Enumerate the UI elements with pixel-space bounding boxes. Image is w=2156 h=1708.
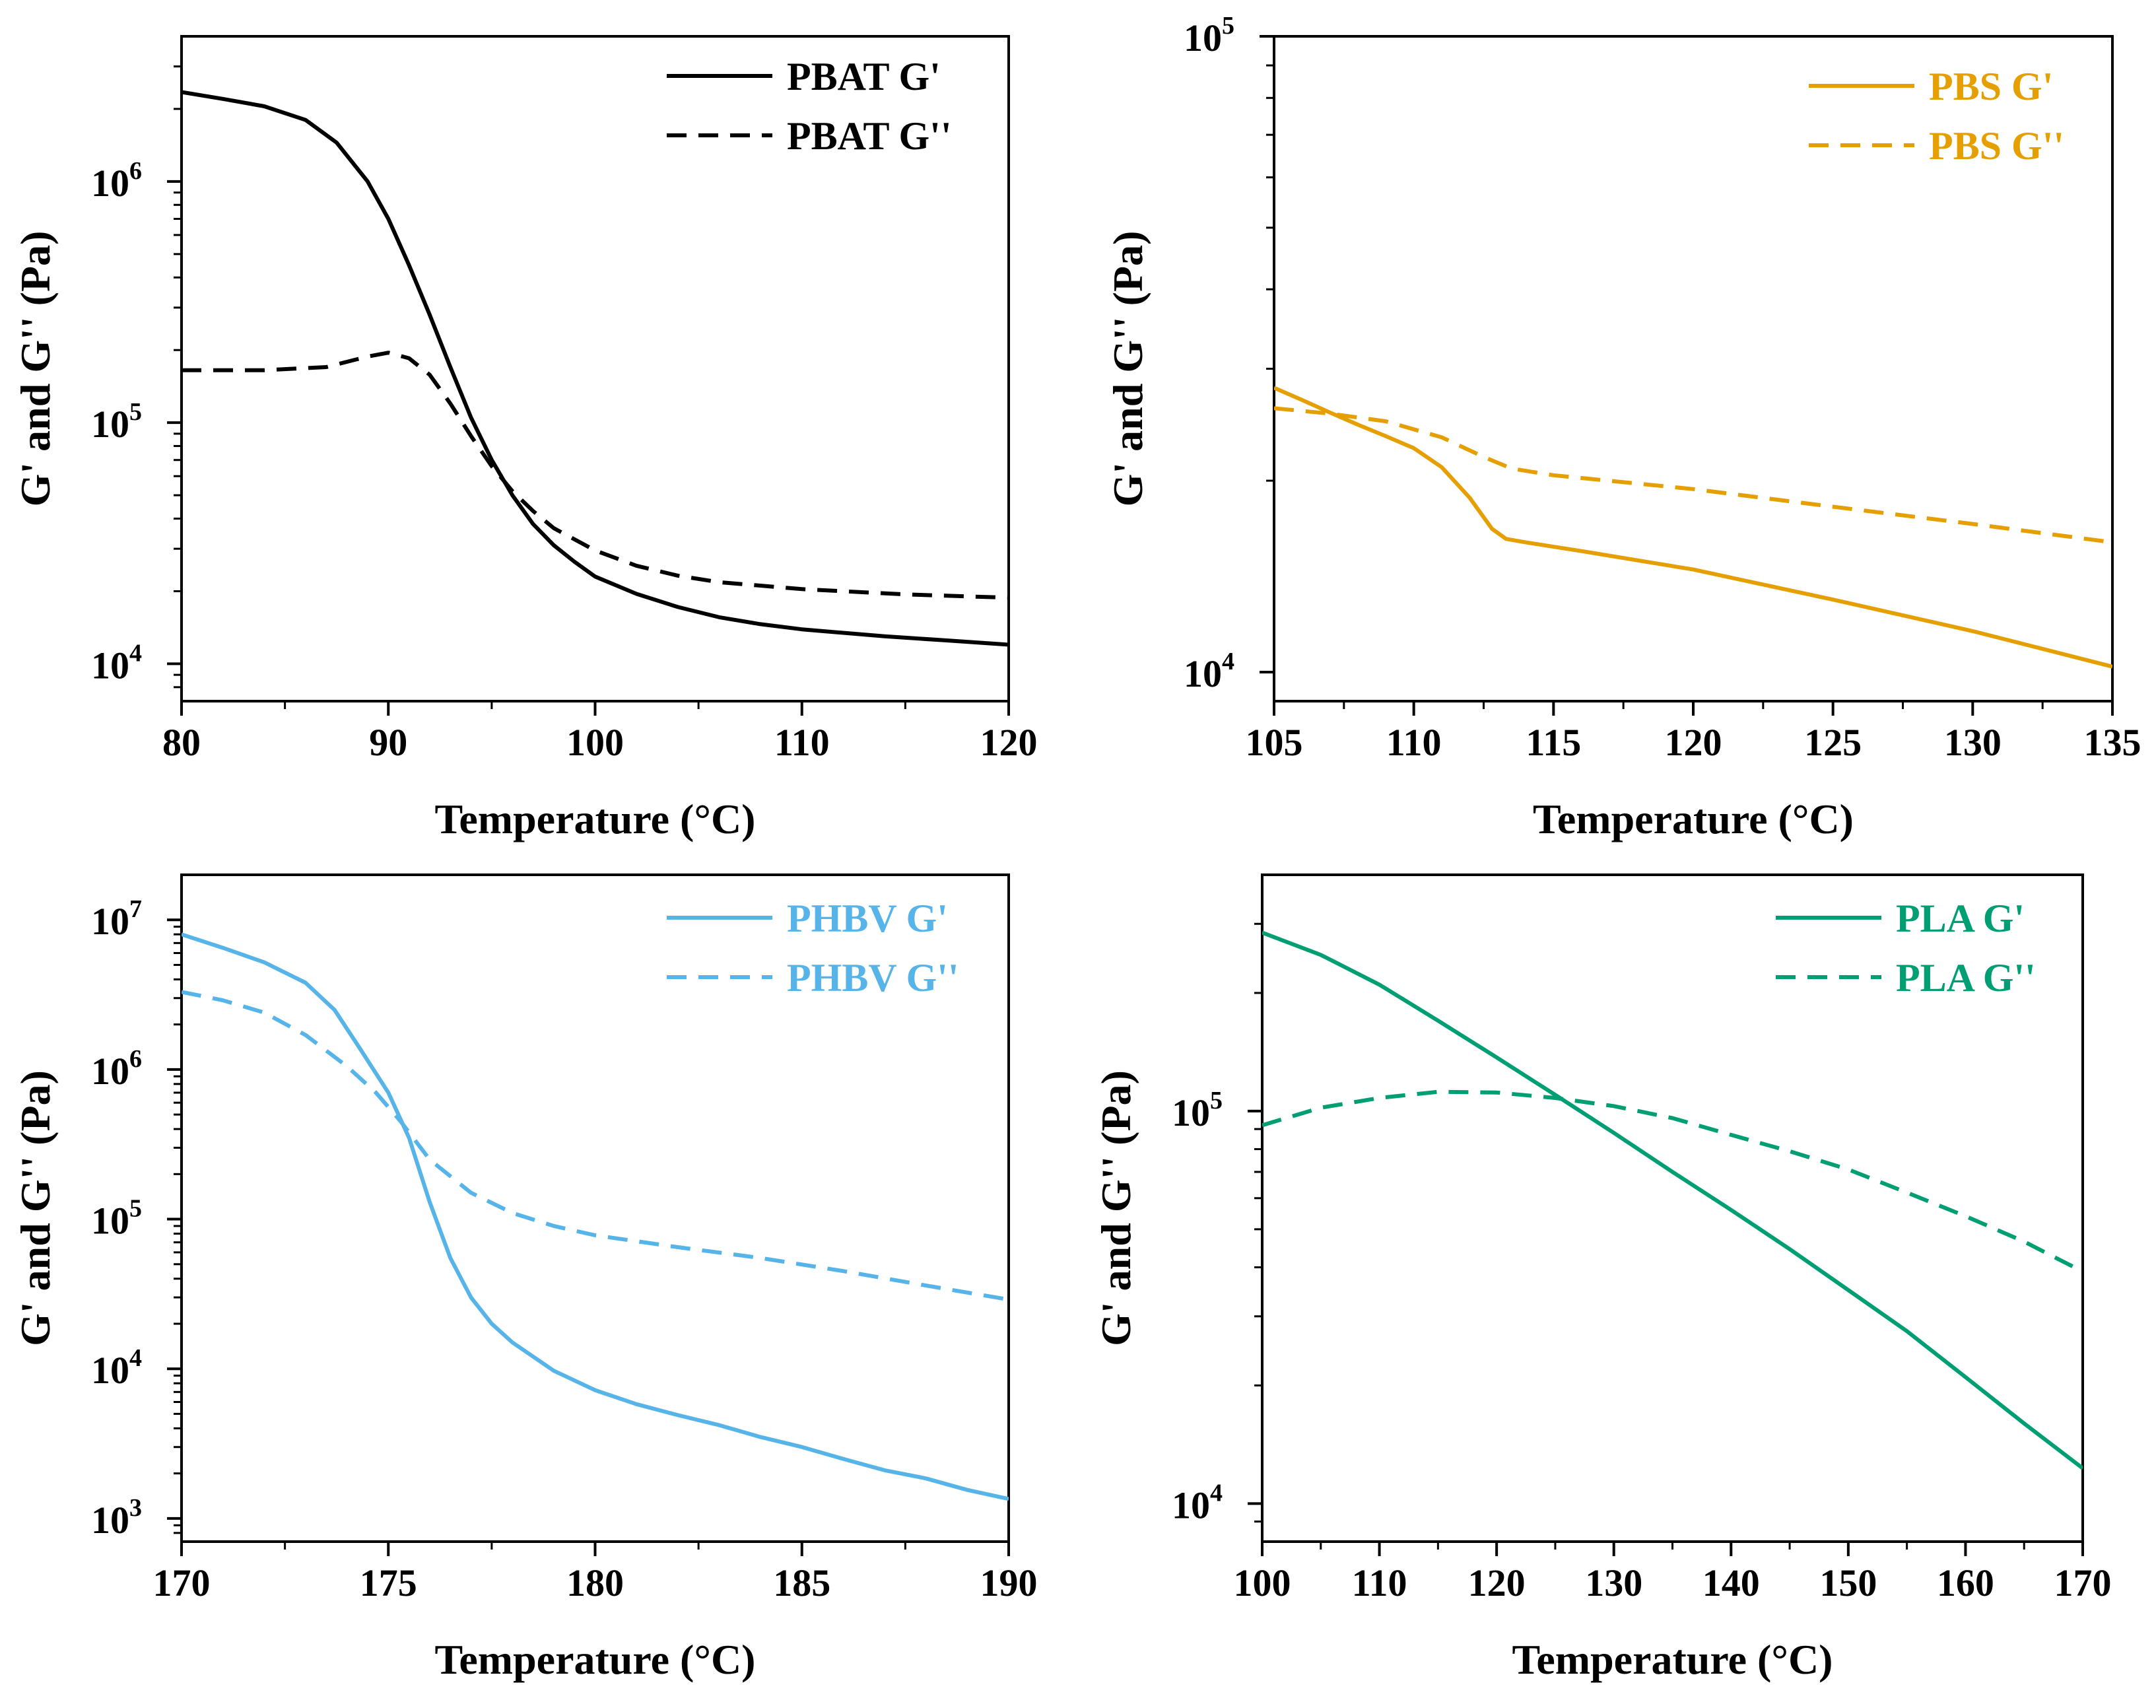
chart-phbv: 170 175 180 185 190 103 104 105 106 107 Temperatur… (12, 873, 1038, 1683)
y-tick-label: 103 (91, 1494, 142, 1542)
x-tick-label: 190 (980, 1561, 1038, 1604)
x-tick-label: 90 (369, 721, 407, 764)
x-tick-label: 160 (1937, 1561, 1994, 1604)
legend-label: PHBV G' (787, 897, 948, 940)
x-tick-label: 130 (1944, 721, 2002, 764)
series-line (1262, 930, 2083, 1470)
x-tick-label: 115 (1526, 721, 1581, 764)
series-line (1262, 1089, 2083, 1274)
y-tick-label: 106 (91, 157, 142, 205)
y-axis-title: G' and G'' (Pa) (12, 231, 59, 507)
series-line (1274, 406, 2112, 545)
series-line (182, 932, 1009, 1501)
x-axis-title: Temperature (°C) (1533, 796, 1854, 842)
series-line (182, 90, 1009, 647)
legend-label: PBAT G' (787, 55, 941, 98)
legend-label: PLA G' (1896, 897, 2025, 940)
legend-label: PLA G'' (1896, 956, 2036, 1000)
series-line (182, 351, 1009, 600)
x-tick-label: 150 (1819, 1561, 1877, 1604)
x-tick-label: 120 (1468, 1561, 1526, 1604)
chart-pla: 100 110 120 130 140 150 160 170 104 105 Temperatur… (1093, 873, 2112, 1683)
x-tick-label: 80 (162, 721, 201, 764)
x-tick-label: 110 (1386, 721, 1442, 764)
x-tick-label: 135 (2084, 721, 2141, 764)
y-axis-title: G' and G'' (Pa) (1104, 231, 1151, 507)
x-tick-label: 175 (360, 1561, 417, 1604)
legend-label: PBS G'' (1929, 124, 2064, 168)
x-tick-label: 120 (980, 721, 1038, 764)
y-tick-label: 106 (91, 1045, 142, 1093)
series-line (1274, 386, 2112, 669)
x-tick-label: 105 (1246, 721, 1303, 764)
x-tick-label: 125 (1804, 721, 1862, 764)
x-tick-label: 110 (1352, 1561, 1407, 1604)
x-tick-label: 185 (773, 1561, 830, 1604)
y-axis-title: G' and G'' (Pa) (1093, 1070, 1139, 1346)
x-tick-label: 140 (1702, 1561, 1760, 1604)
x-tick-label: 100 (1234, 1561, 1291, 1604)
chart-pbat: 80 90 100 110 120 104 105 106 Temperature (°C) G'… (12, 35, 1038, 842)
x-tick-label: 120 (1665, 721, 1722, 764)
y-tick-label: 105 (91, 1195, 142, 1243)
x-tick-label: 100 (566, 721, 624, 764)
x-axis-title: Temperature (°C) (1512, 1636, 1833, 1683)
y-tick-label: 104 (91, 1344, 142, 1392)
y-tick-label: 104 (91, 639, 142, 687)
y-tick-label: 104 (1172, 1479, 1223, 1526)
x-tick-label: 130 (1585, 1561, 1642, 1604)
y-tick-label: 104 (1184, 648, 1234, 695)
y-axis-title: G' and G'' (Pa) (12, 1070, 59, 1346)
x-tick-label: 180 (566, 1561, 624, 1604)
y-tick-label: 107 (91, 895, 142, 943)
legend-label: PBAT G'' (787, 114, 952, 158)
x-tick-label: 170 (2054, 1561, 2112, 1604)
x-axis-title: Temperature (°C) (435, 796, 756, 842)
x-axis-title: Temperature (°C) (435, 1636, 756, 1683)
chart-pbs: 105 110 115 120 125 130 135 104 105 Temperature (… (1104, 12, 2141, 842)
y-tick-label: 105 (91, 398, 142, 446)
x-tick-label: 110 (774, 721, 830, 764)
x-tick-label: 170 (153, 1561, 211, 1604)
y-tick-label: 105 (1184, 12, 1234, 59)
legend-label: PHBV G'' (787, 956, 959, 1000)
legend-label: PBS G' (1929, 65, 2053, 108)
y-tick-label: 105 (1172, 1087, 1223, 1134)
series-line (182, 990, 1009, 1302)
